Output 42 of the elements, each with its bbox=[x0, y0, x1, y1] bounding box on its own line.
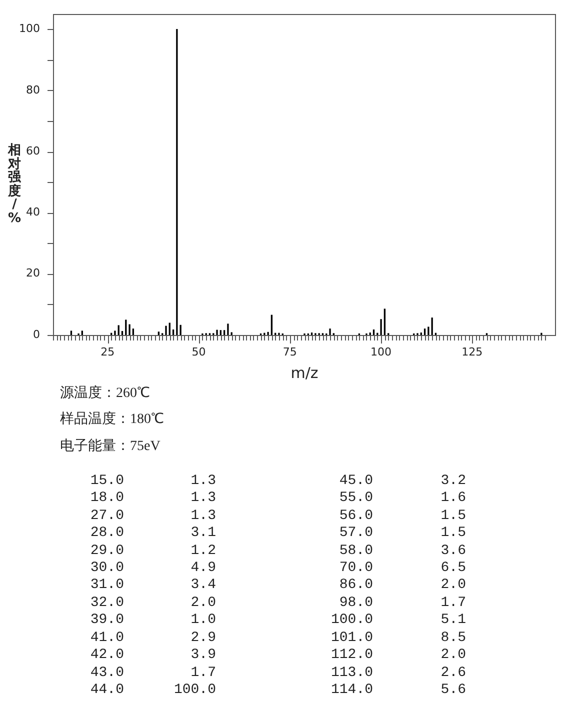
y-tick-label: 100 bbox=[19, 22, 40, 36]
text: 样品温度：180℃ bbox=[60, 412, 164, 428]
x-tick-label: 75 bbox=[282, 345, 297, 358]
y-tick-label: 60 bbox=[26, 144, 40, 158]
y-axis-title: 相对强度/% bbox=[7, 143, 22, 226]
y-tick-label: 0 bbox=[33, 328, 40, 341]
x-tick-label: 50 bbox=[192, 345, 206, 358]
text: 56.0 1.5 bbox=[339, 508, 466, 524]
text: 41.0 2.9 bbox=[90, 630, 216, 646]
y-tick-label: 80 bbox=[26, 83, 40, 96]
text: 电子能量：75eV bbox=[60, 438, 160, 455]
text: 15.0 1.3 bbox=[90, 472, 216, 489]
text: 源温度：260℃ bbox=[60, 386, 150, 402]
text: 112.0 2.0 bbox=[330, 647, 466, 664]
text: 55.0 1.6 bbox=[339, 490, 466, 506]
text: 29.0 1.2 bbox=[90, 542, 216, 558]
text: 39.0 1.0 bbox=[90, 612, 216, 628]
text: 114.0 5.6 bbox=[330, 682, 466, 698]
x-tick-label: 125 bbox=[462, 345, 483, 358]
text: 42.0 3.9 bbox=[90, 647, 216, 664]
text: 86.0 2.0 bbox=[339, 577, 466, 594]
y-tick-label: 40 bbox=[26, 206, 40, 219]
text: 98.0 1.7 bbox=[339, 594, 466, 611]
text: 58.0 3.6 bbox=[339, 542, 466, 558]
text: 30.0 4.9 bbox=[90, 560, 216, 576]
text: 32.0 2.0 bbox=[90, 594, 216, 611]
text: 31.0 3.4 bbox=[90, 577, 216, 594]
x-tick-label: 100 bbox=[370, 345, 392, 358]
text: 44.0 100.0 bbox=[90, 682, 216, 698]
text: 43.0 1.7 bbox=[90, 664, 216, 681]
text: 18.0 1.3 bbox=[90, 490, 216, 506]
x-axis-title: m/z bbox=[290, 364, 318, 382]
text: 45.0 3.2 bbox=[339, 472, 466, 489]
text: 70.0 6.5 bbox=[339, 560, 466, 576]
x-tick-label: 25 bbox=[100, 345, 115, 358]
text: 113.0 2.6 bbox=[330, 664, 466, 681]
text: 101.0 8.5 bbox=[330, 630, 466, 646]
text: 100.0 5.1 bbox=[330, 612, 466, 628]
y-tick-label: 20 bbox=[26, 266, 40, 280]
text: 28.0 3.1 bbox=[90, 525, 216, 542]
text: 27.0 1.3 bbox=[90, 508, 216, 524]
text: 57.0 1.5 bbox=[339, 525, 466, 542]
